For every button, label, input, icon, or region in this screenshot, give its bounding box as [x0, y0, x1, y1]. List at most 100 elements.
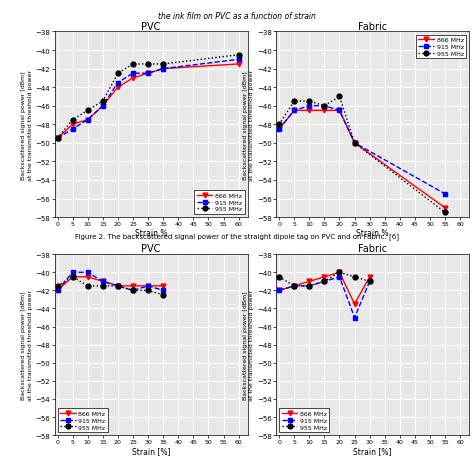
- 915 MHz: [70, 270, 75, 275]
- 955 MHz: [160, 62, 166, 68]
- 915 MHz: [276, 288, 282, 294]
- 915 MHz: [130, 288, 136, 294]
- Y-axis label: Backscattered signal power [dBm]
at the transmitted threshold power: Backscattered signal power [dBm] at the …: [243, 289, 254, 400]
- 915 MHz: [337, 108, 342, 114]
- 955 MHz: [55, 283, 60, 289]
- 915 MHz: [130, 71, 136, 77]
- Line: 866 MHz: 866 MHz: [55, 63, 241, 141]
- 915 MHz: [337, 275, 342, 280]
- 915 MHz: [321, 279, 327, 284]
- 915 MHz: [100, 104, 106, 109]
- 915 MHz: [55, 136, 60, 142]
- 866 MHz: [145, 71, 151, 77]
- Text: Figure 2. The backscattered signal power of the straight dipole tag on PVC and o: Figure 2. The backscattered signal power…: [75, 233, 399, 239]
- 955 MHz: [160, 293, 166, 298]
- 866 MHz: [85, 275, 91, 280]
- 866 MHz: [292, 108, 297, 114]
- 866 MHz: [130, 76, 136, 81]
- 915 MHz: [292, 108, 297, 114]
- 866 MHz: [276, 127, 282, 132]
- 915 MHz: [321, 104, 327, 109]
- 955 MHz: [292, 99, 297, 105]
- 915 MHz: [85, 270, 91, 275]
- Line: 866 MHz: 866 MHz: [55, 275, 165, 293]
- Legend: 866 MHz, 915 MHz, 955 MHz: 866 MHz, 915 MHz, 955 MHz: [58, 408, 108, 432]
- 955 MHz: [276, 275, 282, 280]
- Title: Fabric: Fabric: [358, 244, 387, 254]
- 915 MHz: [115, 283, 121, 289]
- 915 MHz: [100, 279, 106, 284]
- 915 MHz: [55, 288, 60, 294]
- 955 MHz: [442, 210, 448, 216]
- 915 MHz: [307, 104, 312, 109]
- 915 MHz: [307, 283, 312, 289]
- Line: 915 MHz: 915 MHz: [277, 104, 447, 197]
- Title: Fabric: Fabric: [358, 22, 387, 31]
- 955 MHz: [276, 122, 282, 128]
- 915 MHz: [236, 57, 241, 63]
- X-axis label: Strain %: Strain %: [135, 228, 167, 237]
- 955 MHz: [85, 283, 91, 289]
- 866 MHz: [115, 283, 121, 289]
- 955 MHz: [145, 62, 151, 68]
- 955 MHz: [130, 62, 136, 68]
- 866 MHz: [85, 118, 91, 123]
- 915 MHz: [367, 279, 373, 284]
- Y-axis label: Backscattered signal power [dBm]
at the transmitted threshold power: Backscattered signal power [dBm] at the …: [21, 289, 33, 400]
- Legend: 866 MHz, 915 MHz, 955 MHz: 866 MHz, 915 MHz, 955 MHz: [416, 36, 466, 59]
- 866 MHz: [70, 122, 75, 128]
- 866 MHz: [115, 85, 121, 91]
- 866 MHz: [100, 279, 106, 284]
- 866 MHz: [352, 301, 357, 307]
- Y-axis label: Backscattered signal power [dBm]
at the transmitted threshold power: Backscattered signal power [dBm] at the …: [21, 69, 33, 181]
- Title: PVC: PVC: [141, 22, 161, 31]
- 955 MHz: [70, 275, 75, 280]
- 866 MHz: [100, 104, 106, 109]
- 915 MHz: [70, 127, 75, 132]
- 955 MHz: [321, 279, 327, 284]
- 866 MHz: [145, 283, 151, 289]
- 955 MHz: [307, 283, 312, 289]
- Y-axis label: Backscattered signal power [dBm]
at the transmitted threshold power: Backscattered signal power [dBm] at the …: [243, 69, 254, 181]
- 915 MHz: [115, 81, 121, 86]
- 866 MHz: [321, 275, 327, 280]
- 955 MHz: [115, 71, 121, 77]
- 866 MHz: [160, 67, 166, 72]
- Line: 955 MHz: 955 MHz: [55, 53, 241, 141]
- Legend: 866 MHz, 915 MHz, 955 MHz: 866 MHz, 915 MHz, 955 MHz: [279, 408, 329, 432]
- 866 MHz: [352, 141, 357, 146]
- 955 MHz: [321, 104, 327, 109]
- 915 MHz: [442, 192, 448, 197]
- 915 MHz: [160, 67, 166, 72]
- 866 MHz: [276, 288, 282, 294]
- Line: 915 MHz: 915 MHz: [55, 58, 241, 141]
- 955 MHz: [352, 141, 357, 146]
- X-axis label: Strain [%]: Strain [%]: [354, 446, 392, 455]
- 955 MHz: [307, 99, 312, 105]
- X-axis label: Strain [%]: Strain [%]: [132, 446, 170, 455]
- 955 MHz: [70, 118, 75, 123]
- 955 MHz: [292, 283, 297, 289]
- 915 MHz: [85, 118, 91, 123]
- 955 MHz: [100, 283, 106, 289]
- 866 MHz: [307, 279, 312, 284]
- Line: 915 MHz: 915 MHz: [55, 270, 165, 293]
- 955 MHz: [352, 275, 357, 280]
- 955 MHz: [145, 288, 151, 294]
- 866 MHz: [130, 283, 136, 289]
- 866 MHz: [55, 288, 60, 294]
- 866 MHz: [367, 275, 373, 280]
- 866 MHz: [307, 108, 312, 114]
- 915 MHz: [145, 283, 151, 289]
- 866 MHz: [321, 108, 327, 114]
- X-axis label: Strain %: Strain %: [356, 228, 389, 237]
- 866 MHz: [442, 206, 448, 211]
- 915 MHz: [145, 71, 151, 77]
- Line: 866 MHz: 866 MHz: [277, 109, 447, 211]
- Line: 866 MHz: 866 MHz: [277, 270, 372, 307]
- 866 MHz: [337, 270, 342, 275]
- 955 MHz: [337, 270, 342, 275]
- Line: 955 MHz: 955 MHz: [277, 270, 372, 288]
- Line: 955 MHz: 955 MHz: [55, 275, 165, 298]
- 866 MHz: [70, 275, 75, 280]
